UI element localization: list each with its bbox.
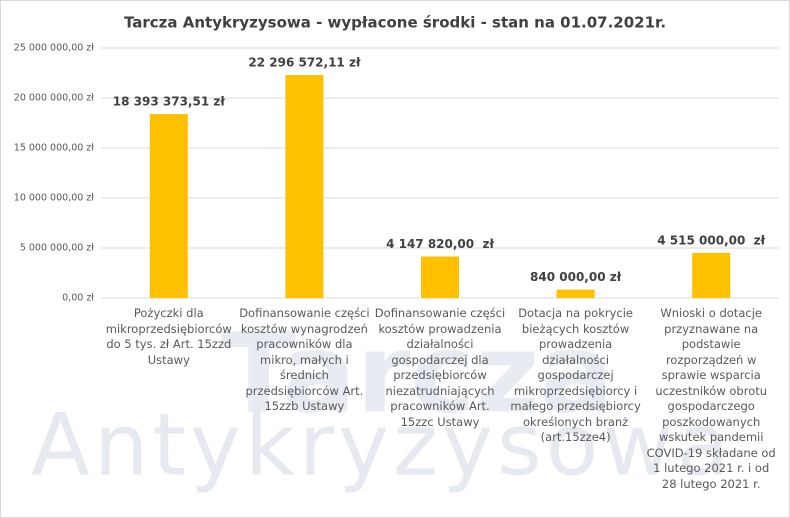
x-tick-label: Pożyczki dla mikroprzedsiębiorców do 5 t… [105, 306, 232, 367]
bar [421, 256, 459, 298]
bar [556, 289, 595, 298]
bar [149, 114, 188, 299]
y-tick-label: 20 000 000,00 zł [14, 93, 95, 104]
x-tick-label: Wnioski o dotacje przyznawane na podstaw… [646, 306, 776, 491]
y-tick-label: 25 000 000,00 zł [14, 43, 95, 54]
bar [285, 75, 324, 299]
value-label: 4 147 820,00 zł [386, 237, 494, 251]
bar [692, 252, 731, 298]
y-tick-label: 5 000 000,00 zł [20, 243, 94, 254]
value-label: 4 515 000,00 zł [657, 233, 765, 247]
watermark: Tarcza [221, 309, 614, 437]
x-tick-label: Dofinansowanie części kosztów prowadzeni… [374, 306, 506, 429]
value-label: 840 000,00 zł [530, 270, 622, 284]
value-label: 18 393 373,51 zł [113, 95, 226, 109]
watermark: Antykryzysowa [31, 395, 734, 495]
x-tick-label: Dofinansowanie części kosztów wynagrodze… [239, 306, 370, 413]
x-tick-label: Dotacja na pokrycie bieżących kosztów pr… [510, 306, 641, 444]
chart-title: Tarcza Antykryzysowa - wypłacone środki … [124, 14, 666, 32]
value-label: 22 296 572,11 zł [248, 56, 361, 70]
y-tick-label: 10 000 000,00 zł [14, 193, 95, 204]
y-tick-label: 15 000 000,00 zł [14, 143, 95, 154]
y-tick-label: 0,00 zł [62, 293, 94, 304]
